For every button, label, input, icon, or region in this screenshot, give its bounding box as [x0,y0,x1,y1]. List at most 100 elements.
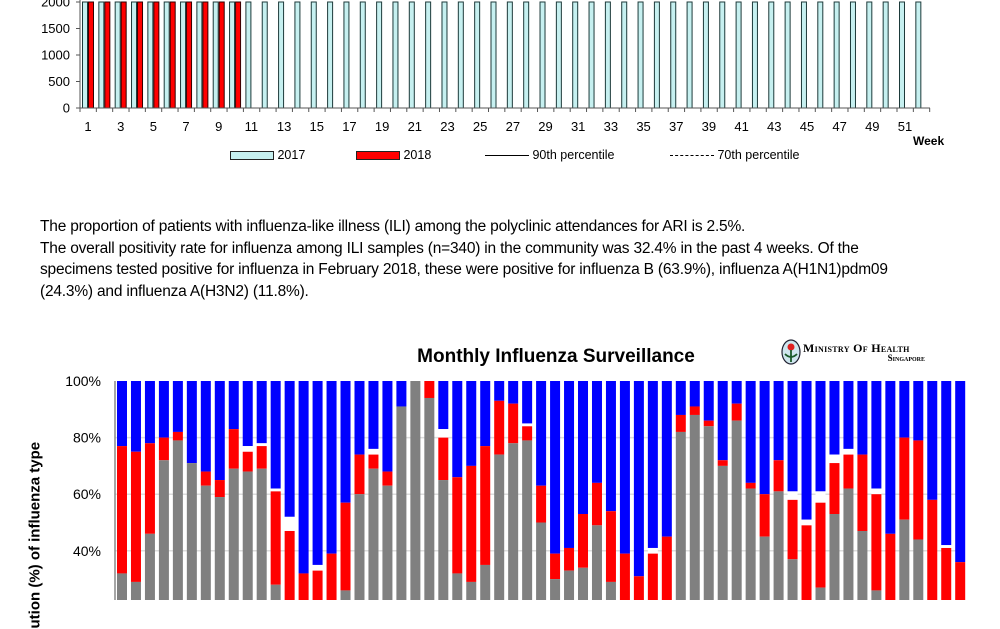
y-axis-title: ution (%) of influenza type [26,441,44,629]
summary-paragraph: The proportion of patients with influenz… [40,216,888,302]
bar-segment-red [703,420,714,427]
y-tick-label: 0 [63,101,70,116]
bar-segment-red [298,573,309,600]
monthly-surveillance-chart: 100% 80% 60% 40% [65,373,966,600]
x-tick-label: 21 [408,119,422,134]
bar-segment-blue [564,381,575,548]
bar-segment-blue [550,381,561,554]
bar-segment-white [829,454,840,464]
bar-segment-gray [396,406,407,600]
bar-segment-red [256,446,267,469]
bar-segment-white [242,446,253,452]
bar-segment-red [619,553,630,600]
paragraph-line: specimens tested positive for influenza … [40,261,888,278]
bar-segment-red [284,530,295,600]
bar-segment-red [368,454,379,469]
bar-segment-blue [200,381,211,472]
bar-segment-blue [494,381,505,401]
bar-segment-red [927,499,938,600]
bar-segment-blue [466,381,477,466]
bar-segment-red [214,480,225,498]
bar-segment-blue [214,381,225,481]
bar-segment-blue [396,381,407,407]
x-tick-label: 37 [669,119,683,134]
bar-segment-white [843,448,854,455]
bar-segment-blue [298,381,309,574]
y-tick-label: 2000 [41,0,70,10]
bar-segment-gray [466,581,477,600]
bar-segment-red [200,471,211,486]
paragraph-line: The overall positivity rate for influenz… [40,239,859,257]
bar-segment-blue [340,381,351,503]
bar-segment-blue [815,381,826,492]
bar-segment-red [494,400,505,455]
bar-segment-gray [591,525,602,600]
bar-segment-blue [270,381,281,489]
bar-segment-red [438,437,449,481]
x-tick-label: 49 [865,119,879,134]
bar-segment-gray [717,465,728,600]
bar-segment-gray [242,471,253,600]
moh-emblem-icon [781,339,801,365]
bar-segment-red [117,446,127,574]
bar-segment-blue [242,381,253,447]
bar-segment-red [591,482,602,526]
bar-segment-gray [130,581,141,600]
bar-segment-blue [941,381,952,546]
y-tick-label: 60% [73,486,101,502]
bar-segment-red [913,440,924,540]
bar-segment-blue [731,381,742,404]
bar-segment-gray [158,460,169,600]
bar-segment-red [633,576,644,600]
y-tick-label: 500 [48,74,70,89]
bar-segment-gray [382,485,393,600]
x-tick-label: 9 [215,119,222,134]
bar-segment-red [480,446,491,565]
x-tick-label: 43 [767,119,781,134]
bar-segment-blue [536,381,547,486]
bar-segment-blue [452,381,463,478]
bar-segment-red [172,431,183,441]
bar-segment-gray [410,381,421,600]
bar-segment-blue [508,381,519,404]
bar-segment-white [647,547,658,554]
bar-segment-red [745,482,756,489]
bar-segment-red [843,454,854,489]
logo-line1: Ministry Of Health [803,341,910,355]
bar-segment-red [731,403,742,421]
bar-segment-gray [759,536,770,600]
paragraph-line: The proportion of patients with influenz… [40,218,746,235]
logo-line2: Singapore [887,353,925,363]
x-tick-label: 13 [277,119,291,134]
bar-segment-gray [144,533,155,600]
bar-segment-gray [480,564,491,600]
x-tick-label: 5 [150,119,157,134]
bar-segment-blue [326,381,337,554]
bar-segment-red [354,454,365,495]
x-tick-label: 31 [571,119,585,134]
bar-segment-blue [633,381,644,577]
legend-item-2017: 2017 [230,148,305,162]
bar-segment-red [536,485,547,523]
legend-solid-line [485,155,529,157]
legend-label: 70th percentile [717,148,800,162]
legend-swatch-2018 [356,151,400,161]
bar-segment-red [270,491,281,585]
bar-segment-blue [172,381,183,432]
bar-segment-blue [382,381,393,472]
bar-segment-gray [186,463,197,600]
bar-segment-blue [703,381,714,421]
bar-segment-gray [899,519,910,600]
bar-segment-gray [787,559,798,600]
legend-label: 2018 [403,148,432,162]
y-tick-label: 1000 [41,48,70,63]
bar-segment-gray [675,431,686,600]
x-tick-label: 25 [473,119,487,134]
bar-segment-gray [340,590,351,600]
bar-segment-gray [857,530,868,600]
bar-segment-gray [578,567,589,600]
bar-segment-blue [857,381,868,455]
bar-segment-blue [284,381,295,517]
bar-segment-gray [228,468,239,600]
